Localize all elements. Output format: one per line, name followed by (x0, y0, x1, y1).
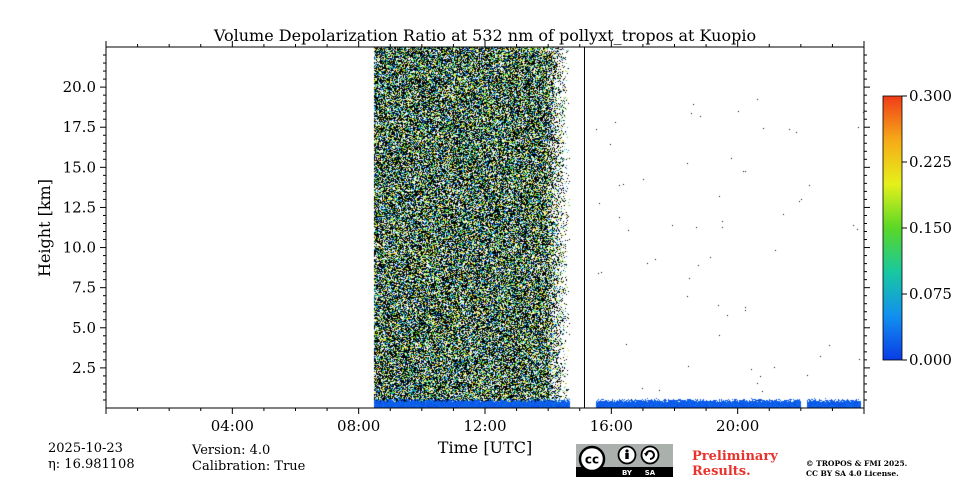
x-tick-label: 20:00 (716, 417, 759, 435)
depolarization-heatmap (106, 47, 864, 408)
y-tick-label: 15.0 (63, 158, 96, 176)
copyright-line-2: CC BY SA 4.0 License. (806, 469, 899, 478)
colorbar (882, 95, 903, 361)
x-tick-label: 04:00 (211, 417, 254, 435)
copyright-line-1: © TROPOS & FMI 2025. (806, 459, 908, 468)
y-tick-label: 2.5 (72, 359, 96, 377)
colorbar-tick-label: 0.300 (909, 87, 952, 105)
colorbar-tick-label: 0.150 (909, 219, 952, 237)
footer-date-eta: 2025-10-23 η: 16.981108 (48, 441, 135, 473)
x-tick-label: 12:00 (463, 417, 506, 435)
x-axis-label: Time [UTC] (438, 438, 532, 457)
cc-sa-text: SA (645, 469, 656, 477)
y-axis-label: Height [km] (35, 179, 54, 277)
chart-title: Volume Depolarization Ratio at 532 nm of… (213, 26, 756, 45)
eta-text: η: 16.981108 (48, 457, 135, 472)
y-tick-label: 12.5 (63, 198, 96, 216)
svg-text:cc: cc (585, 453, 599, 467)
y-tick-label: 5.0 (72, 319, 96, 337)
colorbar-tick-label: 0.075 (909, 285, 952, 303)
cc-by-text: BY (622, 469, 633, 477)
y-tick-label: 7.5 (72, 279, 96, 297)
version-text: Version: 4.0 (192, 443, 271, 458)
x-tick-label: 08:00 (337, 417, 380, 435)
x-tick-label: 16:00 (590, 417, 633, 435)
y-tick-label: 10.0 (63, 239, 96, 257)
y-tick-label: 20.0 (63, 78, 96, 96)
x-axis-ticks: 04:00 08:00 12:00 16:00 20:00 (105, 41, 865, 435)
colorbar-ticks: 0.000 0.075 0.150 0.225 0.300 (902, 87, 952, 369)
y-tick-label: 17.5 (63, 118, 96, 136)
footer-version: Version: 4.0 Calibration: True (192, 443, 305, 475)
calibration-text: Calibration: True (192, 459, 306, 474)
cc-by-sa-badge-icon: cc BY SA (576, 444, 673, 477)
date-text: 2025-10-23 (48, 441, 123, 456)
preliminary-results-label: Preliminary Results. (692, 449, 778, 479)
copyright-notice: © TROPOS & FMI 2025. CC BY SA 4.0 Licens… (806, 459, 907, 479)
colorbar-tick-label: 0.000 (909, 351, 952, 369)
y-axis-ticks: 2.5 5.0 7.5 10.0 12.5 15.0 17.5 20.0 (63, 54, 870, 401)
colorbar-tick-label: 0.225 (909, 153, 952, 171)
